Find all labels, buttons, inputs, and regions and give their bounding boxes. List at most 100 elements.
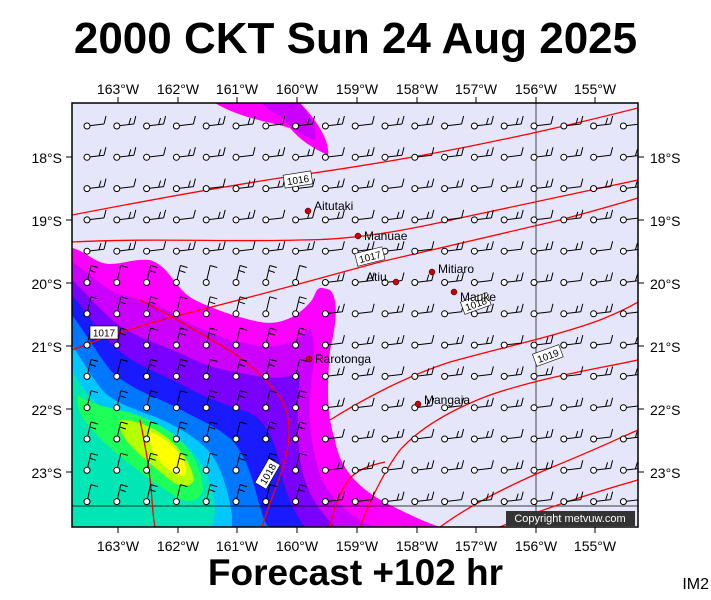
wind-barb: [560, 334, 584, 349]
wind-barb: [292, 147, 316, 161]
wind-barb: [560, 303, 584, 318]
wind-barb: [590, 178, 614, 193]
wind-barb: [113, 209, 137, 224]
wind-barb: [143, 358, 158, 380]
wind-barb: [530, 241, 554, 255]
wind-barb: [470, 241, 494, 255]
wind-barb: [470, 303, 494, 318]
svg-text:Mangaia: Mangaia: [424, 393, 470, 407]
lat-label-left-20s: 20°S: [31, 276, 62, 292]
wind-barb: [500, 491, 524, 506]
wind-barb: [232, 115, 256, 130]
wind-barb: [83, 115, 107, 130]
wind-barb: [500, 209, 524, 224]
svg-text:1017: 1017: [93, 329, 116, 340]
lon-label-bottom-158w: 158°W: [396, 538, 439, 554]
wind-barb: [381, 303, 405, 318]
wind-barb: [292, 390, 307, 412]
wind-barb: [232, 390, 248, 412]
lon-label-top-155w: 155°W: [574, 81, 617, 97]
wind-barb: [500, 115, 524, 130]
wind-barb: [500, 147, 524, 161]
wind-barb: [530, 209, 554, 224]
wind-barb: [500, 460, 524, 474]
wind-barb: [351, 334, 375, 349]
lat-label-left-22s: 22°S: [31, 402, 62, 418]
map-title: 2000 CKT Sun 24 Aug 2025: [73, 14, 638, 63]
wind-barb: [411, 272, 435, 286]
wind-barb: [232, 241, 256, 255]
wind-barb: [351, 272, 375, 286]
wind-barb: [292, 358, 307, 380]
wind-barb: [470, 178, 494, 193]
wind-barb: [590, 366, 614, 380]
svg-text:Atiu: Atiu: [366, 270, 387, 284]
place-mitiaro: Mitiaro: [428, 262, 474, 276]
wind-barb: [262, 147, 286, 161]
svg-text:Mauke: Mauke: [460, 290, 496, 304]
wind-barb: [143, 209, 167, 224]
wind-barb: [202, 241, 226, 255]
wind-barb: [262, 484, 277, 506]
wind-barb: [83, 358, 99, 380]
wind-barb: [83, 178, 107, 193]
wind-barb: [411, 241, 435, 255]
isobar-line-3: [72, 197, 638, 351]
image-id: IM2: [682, 576, 709, 593]
wind-barb: [560, 241, 584, 255]
lon-label-bottom-157w: 157°W: [455, 538, 498, 554]
wind-barb: [143, 147, 167, 161]
wind-barb: [441, 241, 465, 255]
place-mauke: Mauke: [450, 288, 496, 304]
wind-barb: [560, 272, 584, 286]
wind-barb: [83, 296, 99, 318]
wind-barb: [83, 209, 107, 224]
wind-barb: [411, 366, 435, 380]
wind-barb: [619, 368, 638, 380]
lon-label-top-157w: 157°W: [455, 81, 498, 97]
lon-label-top-163w: 163°W: [97, 81, 140, 97]
wind-barb: [113, 327, 128, 349]
wind-barb: [232, 484, 248, 506]
wind-barb: [411, 460, 435, 474]
lon-label-top-158w: 158°W: [396, 81, 439, 97]
wind-barb: [381, 272, 405, 286]
wind-barb: [351, 428, 375, 443]
wind-barb: [560, 428, 584, 443]
wind-barb: [292, 265, 307, 286]
wind-barb: [321, 397, 345, 412]
svg-text:1016: 1016: [286, 174, 310, 188]
wind-barb: [619, 404, 638, 412]
wind-barb: [202, 358, 218, 380]
lat-label-right-20s: 20°S: [650, 276, 681, 292]
precip-area-southwest-core: [149, 432, 187, 476]
wind-barb: [113, 452, 128, 474]
wind-barb: [202, 327, 218, 349]
wind-barb: [590, 115, 614, 130]
wind-barb: [560, 397, 584, 412]
precip-area-north-core: [262, 103, 316, 140]
svg-text:Copyright metvuw.com: Copyright metvuw.com: [514, 513, 625, 525]
lon-label-bottom-163w: 163°W: [97, 538, 140, 554]
wind-barb: [143, 484, 158, 506]
wind-barb: [351, 303, 375, 318]
place-aitutaki: Aitutaki: [304, 199, 353, 215]
wind-barb: [381, 209, 405, 224]
wind-barb: [351, 491, 375, 506]
isobar-label-3: 1017: [89, 325, 119, 340]
wind-barb: [351, 397, 375, 412]
wind-barb: [590, 241, 614, 255]
wind-barb: [441, 209, 465, 224]
forecast-label: Forecast +102 hr: [207, 552, 504, 593]
wind-barb: [470, 334, 494, 349]
wind-barb: [500, 178, 524, 193]
wind-barb: [411, 303, 435, 318]
wind-barb: [530, 491, 554, 506]
wind-barb: [232, 178, 256, 193]
wind-barb: [232, 358, 248, 380]
wind-barb: [292, 452, 307, 474]
isobar-line-6: [359, 359, 638, 527]
wind-barb: [113, 484, 128, 506]
wind-barb: [113, 241, 137, 255]
wind-barb: [202, 421, 218, 443]
